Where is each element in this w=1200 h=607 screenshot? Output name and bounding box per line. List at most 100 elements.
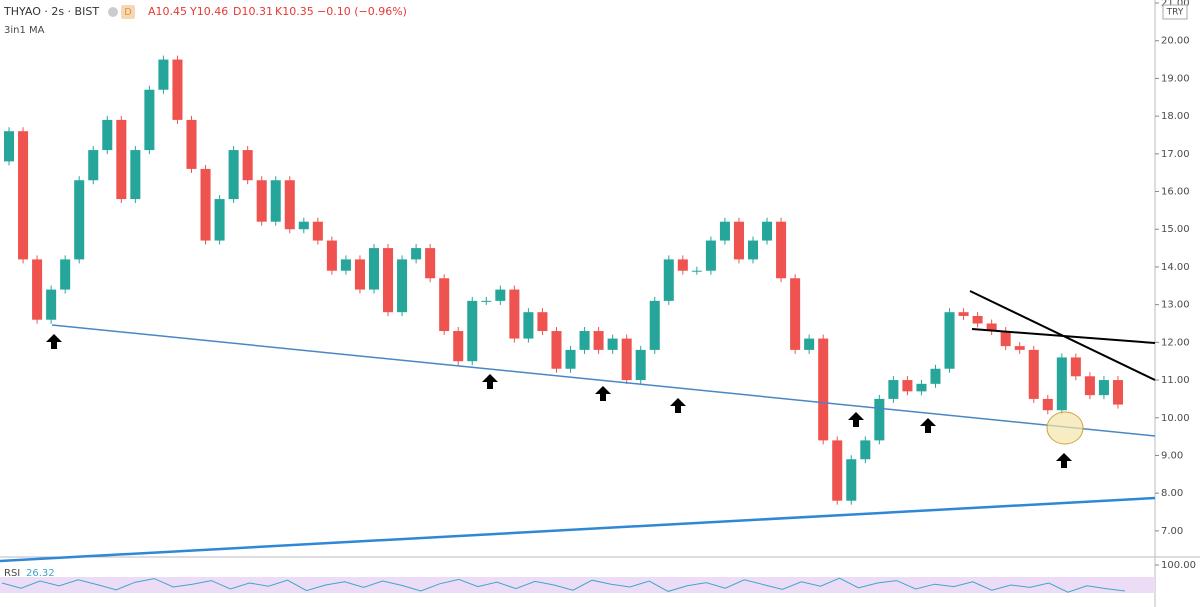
candle bbox=[986, 323, 997, 332]
candle bbox=[1084, 376, 1095, 396]
y-tick-label: 17.00 bbox=[1161, 149, 1190, 160]
icon bbox=[108, 7, 118, 17]
candle bbox=[930, 368, 941, 384]
indicator: 3in1 MA bbox=[4, 25, 45, 36]
currency-box bbox=[1162, 4, 1188, 20]
arrows bbox=[46, 334, 1072, 468]
candle bbox=[832, 440, 843, 501]
rsi-band bbox=[0, 577, 1155, 593]
plot: 7.00 8.00 9.00 10.00 11.00 12.00 13.00 14.00 15.… bbox=[0, 0, 1196, 593]
candle bbox=[944, 312, 955, 369]
candle bbox=[790, 278, 801, 350]
candle bbox=[340, 259, 351, 271]
candle bbox=[762, 221, 773, 241]
candle bbox=[270, 180, 281, 222]
candle bbox=[200, 168, 211, 241]
trendline bbox=[51, 324, 1156, 437]
candle bbox=[116, 119, 127, 200]
candle bbox=[565, 349, 576, 369]
candle bbox=[902, 380, 913, 392]
candle bbox=[453, 331, 464, 362]
candle bbox=[1028, 349, 1039, 399]
candle bbox=[242, 150, 253, 181]
candle bbox=[312, 221, 323, 241]
candle bbox=[326, 240, 337, 271]
candle bbox=[186, 119, 197, 169]
y-tick-label: 14.00 bbox=[1161, 262, 1190, 273]
badge-bg bbox=[121, 5, 135, 19]
candle bbox=[776, 221, 787, 279]
y-tick-label: 20.00 bbox=[1161, 36, 1190, 47]
candle bbox=[705, 240, 716, 271]
candle bbox=[663, 259, 674, 301]
candle bbox=[46, 289, 57, 320]
arrow bbox=[46, 334, 62, 349]
candle bbox=[677, 259, 688, 271]
candle bbox=[481, 300, 492, 302]
candle bbox=[621, 338, 632, 381]
candle bbox=[102, 119, 113, 151]
symbol: THYAO · 2s · BIST bbox=[3, 5, 99, 18]
candle bbox=[537, 312, 548, 332]
candle bbox=[916, 383, 927, 392]
candle bbox=[733, 221, 744, 260]
candle bbox=[495, 289, 506, 301]
candle bbox=[1070, 357, 1081, 377]
candle bbox=[509, 289, 520, 339]
candle bbox=[354, 259, 365, 290]
rsi-title: RSI bbox=[4, 568, 20, 579]
y-tick-label: 7.00 bbox=[1161, 526, 1183, 537]
candle bbox=[130, 150, 141, 200]
legend: THYAO · 2s · BIST D A10.45 Y10.46 D10.31… bbox=[3, 4, 1188, 579]
candle bbox=[383, 248, 394, 313]
candle bbox=[284, 180, 295, 230]
candle bbox=[1098, 380, 1109, 396]
y-tick-label: 100.00 bbox=[1161, 560, 1196, 571]
change: −0.10 (−0.96%) bbox=[317, 5, 407, 18]
y-tick-label: 19.00 bbox=[1161, 73, 1190, 84]
currency: TRY bbox=[1166, 8, 1184, 18]
rsi-value: 26.32 bbox=[26, 568, 55, 579]
y-tick-label: 12.00 bbox=[1161, 337, 1190, 348]
y-tick-label: 16.00 bbox=[1161, 187, 1190, 198]
y-tick-label: 8.00 bbox=[1161, 488, 1183, 499]
y-tick-label: 18.00 bbox=[1161, 111, 1190, 122]
candle bbox=[172, 59, 183, 120]
arrow bbox=[1056, 453, 1072, 468]
candle bbox=[523, 312, 534, 339]
candle bbox=[397, 259, 408, 313]
candle bbox=[888, 380, 899, 399]
candle bbox=[214, 199, 225, 241]
candle bbox=[846, 459, 857, 501]
candle bbox=[958, 312, 969, 316]
candle bbox=[1112, 380, 1123, 405]
low: D10.31 bbox=[233, 5, 273, 18]
rsi-line bbox=[1, 577, 1126, 593]
y-tick-label: 10.00 bbox=[1161, 413, 1190, 424]
badge: D bbox=[124, 7, 132, 18]
candle bbox=[144, 89, 155, 151]
candle bbox=[747, 240, 759, 260]
y-tick-label: 13.00 bbox=[1161, 300, 1190, 311]
candle bbox=[425, 248, 436, 279]
candle bbox=[551, 331, 562, 369]
candle bbox=[691, 270, 702, 272]
trendline bbox=[971, 328, 1156, 344]
candle bbox=[607, 338, 618, 350]
arrow bbox=[595, 386, 611, 401]
candle bbox=[4, 131, 15, 162]
arrow bbox=[670, 398, 686, 413]
y-tick-label: 11.00 bbox=[1161, 375, 1190, 386]
annotations bbox=[0, 290, 1156, 563]
highlight bbox=[1046, 411, 1084, 445]
candle bbox=[804, 338, 815, 350]
candle bbox=[467, 300, 478, 362]
candle bbox=[1014, 346, 1025, 350]
candle bbox=[256, 180, 267, 222]
y-tick-label: 15.00 bbox=[1161, 224, 1190, 235]
candle bbox=[860, 440, 871, 460]
candle bbox=[368, 248, 380, 290]
open: A10.45 bbox=[148, 5, 187, 18]
close: K10.35 bbox=[275, 5, 314, 18]
